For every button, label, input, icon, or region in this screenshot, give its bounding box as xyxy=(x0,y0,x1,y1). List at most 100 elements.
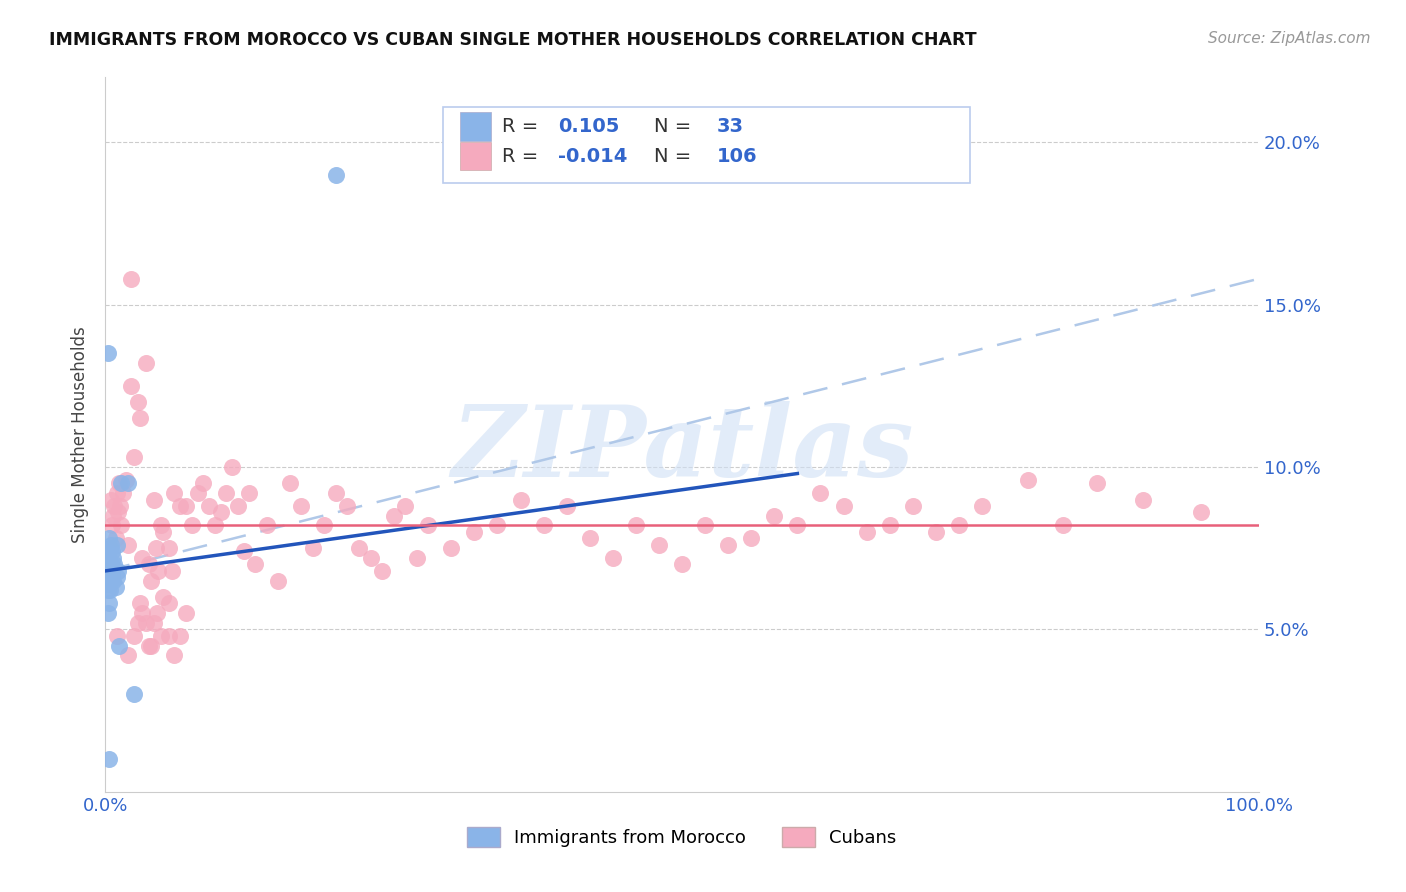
Point xyxy=(290,499,312,513)
Point xyxy=(157,541,180,556)
Y-axis label: Single Mother Households: Single Mother Households xyxy=(72,326,89,543)
Point xyxy=(96,577,118,591)
Point xyxy=(970,499,993,513)
Point xyxy=(693,518,716,533)
Point xyxy=(221,460,243,475)
Point xyxy=(135,615,157,630)
Point xyxy=(111,486,134,500)
Point xyxy=(120,271,142,285)
Point xyxy=(127,395,149,409)
Point xyxy=(186,486,208,500)
Point xyxy=(98,564,121,578)
Point xyxy=(141,574,163,588)
Point xyxy=(169,499,191,513)
Point xyxy=(215,486,238,500)
Point xyxy=(131,606,153,620)
Point xyxy=(879,518,901,533)
Point xyxy=(97,544,120,558)
Point xyxy=(174,499,197,513)
Point xyxy=(855,524,877,539)
Point xyxy=(101,544,124,558)
Point xyxy=(1189,506,1212,520)
Point xyxy=(96,550,118,565)
Point xyxy=(142,615,165,630)
Point xyxy=(101,518,124,533)
Point xyxy=(226,499,249,513)
Point xyxy=(1132,492,1154,507)
Point xyxy=(105,570,128,584)
Point xyxy=(104,532,127,546)
Point xyxy=(717,538,740,552)
Point xyxy=(97,752,120,766)
Point xyxy=(371,564,394,578)
Point xyxy=(131,550,153,565)
Point xyxy=(100,538,122,552)
Point xyxy=(117,648,139,663)
Point xyxy=(96,583,118,598)
Point xyxy=(648,538,671,552)
Point xyxy=(671,558,693,572)
Point xyxy=(103,558,125,572)
Point xyxy=(108,499,131,513)
Point xyxy=(96,606,118,620)
Point xyxy=(302,541,325,556)
Point xyxy=(925,524,948,539)
Text: ZIPatlas: ZIPatlas xyxy=(451,401,914,497)
Point xyxy=(325,168,347,182)
Point xyxy=(110,518,132,533)
Point xyxy=(117,476,139,491)
Point xyxy=(141,639,163,653)
Point xyxy=(533,518,555,533)
Point xyxy=(96,544,118,558)
Point xyxy=(105,538,128,552)
Point xyxy=(146,606,169,620)
Text: 33: 33 xyxy=(717,117,744,136)
Point xyxy=(360,550,382,565)
Point xyxy=(103,574,125,588)
Point xyxy=(314,518,336,533)
Point xyxy=(336,499,359,513)
Point xyxy=(232,544,254,558)
Point xyxy=(209,506,232,520)
Point xyxy=(198,499,221,513)
Point xyxy=(157,629,180,643)
Point xyxy=(107,564,129,578)
Point xyxy=(1085,476,1108,491)
Point xyxy=(347,541,370,556)
Point xyxy=(97,564,120,578)
Point xyxy=(96,558,118,572)
Point xyxy=(100,574,122,588)
Point xyxy=(115,473,138,487)
Point xyxy=(120,379,142,393)
Point xyxy=(138,558,160,572)
Point xyxy=(100,492,122,507)
Point xyxy=(110,476,132,491)
Point xyxy=(96,564,118,578)
Point xyxy=(160,564,183,578)
Point xyxy=(122,629,145,643)
Point xyxy=(1052,518,1074,533)
Point xyxy=(204,518,226,533)
Text: -0.014: -0.014 xyxy=(558,146,627,166)
Text: N =: N = xyxy=(654,117,697,136)
Point xyxy=(98,583,121,598)
Point xyxy=(117,538,139,552)
Point xyxy=(103,550,125,565)
Point xyxy=(169,629,191,643)
Text: R =: R = xyxy=(502,146,544,166)
Point xyxy=(405,550,427,565)
Point xyxy=(157,596,180,610)
Point xyxy=(901,499,924,513)
Point xyxy=(142,492,165,507)
Text: IMMIGRANTS FROM MOROCCO VS CUBAN SINGLE MOTHER HOUSEHOLDS CORRELATION CHART: IMMIGRANTS FROM MOROCCO VS CUBAN SINGLE … xyxy=(49,31,977,49)
Point xyxy=(486,518,509,533)
Point xyxy=(180,518,202,533)
Point xyxy=(382,508,405,523)
Point xyxy=(832,499,855,513)
Point xyxy=(509,492,531,507)
Point xyxy=(135,356,157,370)
Point xyxy=(148,564,170,578)
Point xyxy=(256,518,278,533)
Point xyxy=(602,550,624,565)
Point xyxy=(104,580,127,594)
